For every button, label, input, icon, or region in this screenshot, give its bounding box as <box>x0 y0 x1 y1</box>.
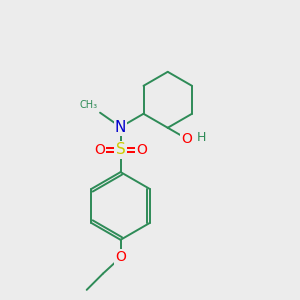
Text: N: N <box>115 119 126 134</box>
Text: O: O <box>182 132 192 146</box>
Text: O: O <box>115 250 126 265</box>
Text: S: S <box>116 142 125 158</box>
Text: H: H <box>196 131 206 144</box>
Text: CH₃: CH₃ <box>80 100 98 110</box>
Text: O: O <box>94 143 105 157</box>
Text: O: O <box>136 143 147 157</box>
